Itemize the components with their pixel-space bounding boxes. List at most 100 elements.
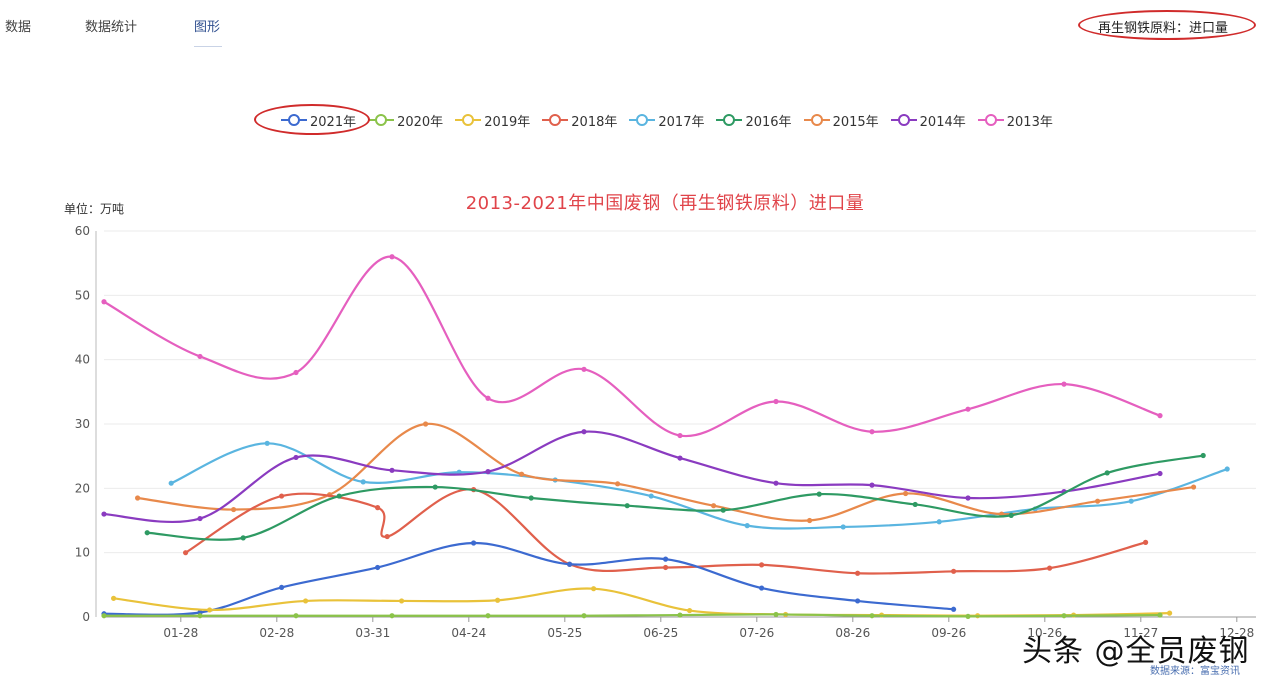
data-point-2016 [432,484,438,490]
legend-item-2017[interactable]: 2017年 [629,111,704,130]
data-point-2014 [389,467,395,473]
data-point-2017 [1224,466,1230,472]
data-point-2017 [168,480,174,486]
legend-item-2015[interactable]: 2015年 [803,111,879,130]
data-point-2014 [965,495,971,501]
x-tick-label: 04-24 [451,626,486,640]
data-point-2013 [389,254,395,260]
data-point-2018 [183,550,189,556]
series-line-2014 [103,430,1161,524]
data-point-2021 [951,606,957,612]
series-line-2015 [137,422,1194,522]
data-point-2013 [293,369,299,376]
data-point-2020 [293,613,299,619]
x-tick-label: 09-26 [931,626,966,640]
data-point-2018 [759,562,765,568]
data-point-2018 [279,493,285,499]
legend-marker-icon [629,114,656,126]
data-point-2018 [1143,539,1149,545]
data-point-2013 [485,395,491,401]
data-point-2014 [581,429,587,435]
series-line-2019 [113,587,1170,617]
data-point-2019 [495,597,501,603]
data-point-2016 [1008,512,1014,518]
data-point-2020 [389,613,395,619]
x-tick-label: 10-26 [1027,626,1062,640]
legend-label: 2019年 [484,114,531,130]
data-point-2014 [1157,470,1163,477]
data-point-2016 [1200,452,1206,459]
data-point-2018 [663,564,669,571]
x-tick-label: 11-27 [1123,626,1158,640]
legend-item-2020[interactable]: 2020年 [368,111,443,130]
data-source-credit: 数据来源：富宝资讯 [1150,666,1240,677]
legend-item-2019[interactable]: 2019年 [455,111,530,130]
data-point-2019 [399,598,405,604]
tab-data[interactable]: 数据 [5,20,32,35]
data-point-2015 [615,481,621,487]
data-point-2018 [384,533,390,540]
legend-marker-icon [542,114,569,126]
chart-title: 2013-2021年中国废钢（再生钢铁原料）进口量 [465,193,865,214]
data-point-2013 [773,398,779,405]
data-point-2014 [677,455,683,461]
data-point-2016 [144,530,150,536]
data-point-2020 [869,613,875,619]
data-point-2016 [912,501,918,508]
data-point-2017 [936,519,942,525]
data-point-2016 [1104,470,1110,476]
data-point-2017 [840,524,846,530]
tab-graph[interactable]: 图形 [194,20,221,35]
x-tick-label: 02-28 [259,626,294,640]
data-point-2014 [293,454,299,461]
legend-label: 2014年 [919,114,966,130]
series-line-2021 [103,541,954,616]
y-tick-label: 0 [82,610,90,624]
legend-item-2016[interactable]: 2016年 [716,111,792,130]
tab-statistics[interactable]: 数据统计 [85,20,138,35]
data-point-2014 [101,511,107,517]
x-tick-label: 12-28 [1219,626,1254,640]
data-point-2020 [1157,612,1163,618]
data-point-2013 [869,429,875,435]
data-point-2019 [111,595,117,601]
x-tick-label: 07-26 [739,626,774,640]
data-point-2021 [279,584,285,591]
data-point-2020 [677,612,683,618]
data-point-2013 [197,353,203,360]
legend-marker-icon [455,114,482,126]
data-point-2021 [855,598,861,604]
highlight-circle-legend [254,104,370,135]
legend-label: 2015年 [832,114,879,130]
legend-item-2014[interactable]: 2014年 [890,111,966,130]
data-point-2019 [303,598,309,604]
legend-item-2018[interactable]: 2018年 [542,111,617,130]
data-point-2017 [1128,498,1134,504]
data-point-2015 [231,506,237,513]
legend-label: 2018年 [571,114,618,130]
y-tick-label: 50 [75,288,90,302]
y-axis-unit-label: 单位：万吨 [64,202,125,216]
legend-marker-icon [977,114,1004,126]
y-tick-label: 60 [75,224,90,238]
x-tick-label: 01-28 [163,626,198,640]
series-line-2016 [147,454,1204,541]
x-tick-label: 03-31 [355,626,390,640]
data-point-2021 [567,561,573,567]
highlight-circle-category [1078,10,1256,40]
data-point-2015 [1095,498,1101,504]
y-tick-label: 30 [75,417,90,431]
data-point-2017 [264,440,270,446]
watermark-text: 头条 @全员废钢 [1022,634,1250,669]
data-point-2014 [869,482,875,488]
data-point-2020 [197,613,203,619]
legend-label: 2013年 [1006,114,1053,130]
legend-item-2013[interactable]: 2013年 [977,111,1053,130]
data-point-2020 [1061,613,1067,619]
data-point-2013 [965,406,971,412]
legend-marker-icon [890,114,917,126]
data-point-2017 [360,479,366,485]
data-point-2018 [375,505,381,511]
data-point-2017 [648,493,654,499]
